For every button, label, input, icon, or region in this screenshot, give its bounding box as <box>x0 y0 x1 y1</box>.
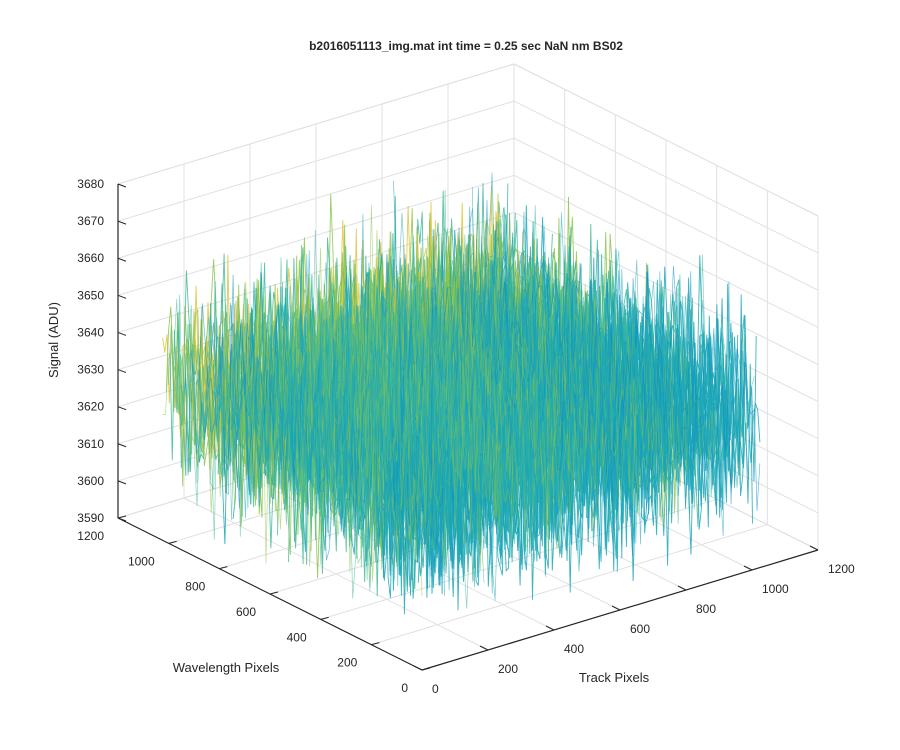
axes <box>117 183 819 671</box>
y-tick <box>219 566 228 570</box>
surface-column <box>494 205 755 498</box>
z-tick <box>117 183 127 188</box>
surface-column <box>500 249 761 512</box>
y-tick <box>371 642 380 646</box>
z-tick-label: 3650 <box>77 288 104 302</box>
surface-column <box>370 258 631 525</box>
z-tick-label: 3670 <box>77 214 104 228</box>
y-tick-label: 0 <box>401 681 408 695</box>
x-tick-label: 1200 <box>828 562 855 576</box>
grid-line <box>320 498 717 620</box>
z-tick-label: 3640 <box>77 325 104 339</box>
box-edge <box>117 63 515 185</box>
z-tick <box>117 406 127 411</box>
x-tick <box>545 625 555 631</box>
x-tick <box>611 605 621 611</box>
z-tick <box>117 331 127 336</box>
z-tick-label: 3630 <box>77 363 104 377</box>
z-axis-label: Signal (ADU) <box>46 302 61 378</box>
surface-column <box>319 262 581 565</box>
z-tick-label: 3600 <box>77 474 104 488</box>
z-tick <box>117 517 127 522</box>
z-tick-label: 3610 <box>77 437 104 451</box>
z-tick <box>117 480 127 485</box>
z-tick <box>117 369 127 374</box>
y-tick-label: 400 <box>287 630 307 644</box>
y-tick <box>320 616 329 620</box>
y-tick-label: 600 <box>236 605 256 619</box>
x-tick-label: 600 <box>630 622 650 636</box>
grid-line <box>371 524 768 646</box>
y-axis-label: Wavelength Pixels <box>173 660 280 675</box>
z-tick <box>117 294 127 299</box>
x-tick-label: 0 <box>432 682 439 696</box>
x-tick-label: 200 <box>498 662 518 676</box>
surface-column <box>460 187 721 508</box>
x-axis-label: Track Pixels <box>579 670 650 685</box>
x-tick-label: 800 <box>696 602 716 616</box>
x-tick <box>809 545 819 551</box>
y-tick <box>168 540 177 544</box>
z-tick <box>117 220 127 225</box>
y-tick <box>117 515 127 519</box>
z-tick-label: 3590 <box>77 511 104 525</box>
x-tick <box>677 585 687 591</box>
x-tick <box>743 565 753 571</box>
y-tick <box>421 667 431 671</box>
x-tick <box>479 645 489 651</box>
x-tick-label: 400 <box>564 642 584 656</box>
y-tick-label: 200 <box>337 656 357 670</box>
surface-column <box>359 229 620 516</box>
y-tick-label: 800 <box>185 580 205 594</box>
box-edge <box>513 63 819 217</box>
y-tick-label: 1200 <box>77 529 104 543</box>
y-tick <box>269 591 279 595</box>
x-tick-label: 1000 <box>762 582 789 596</box>
chart-title: b2016051113_img.mat int time = 0.25 sec … <box>309 39 623 53</box>
z-tick-label: 3620 <box>77 400 104 414</box>
z-tick-label: 3660 <box>77 251 104 265</box>
z-tick <box>117 257 127 262</box>
z-tick <box>117 443 127 448</box>
surface-column <box>308 247 569 554</box>
tick-labels: 0 200 400 600 800 1000 1200 0 200 400 600 800 1000 12… <box>77 177 855 696</box>
x-tick <box>413 665 423 671</box>
surface-plot <box>162 172 761 615</box>
y-tick-label: 1000 <box>128 554 155 568</box>
z-tick-label: 3680 <box>77 177 104 191</box>
